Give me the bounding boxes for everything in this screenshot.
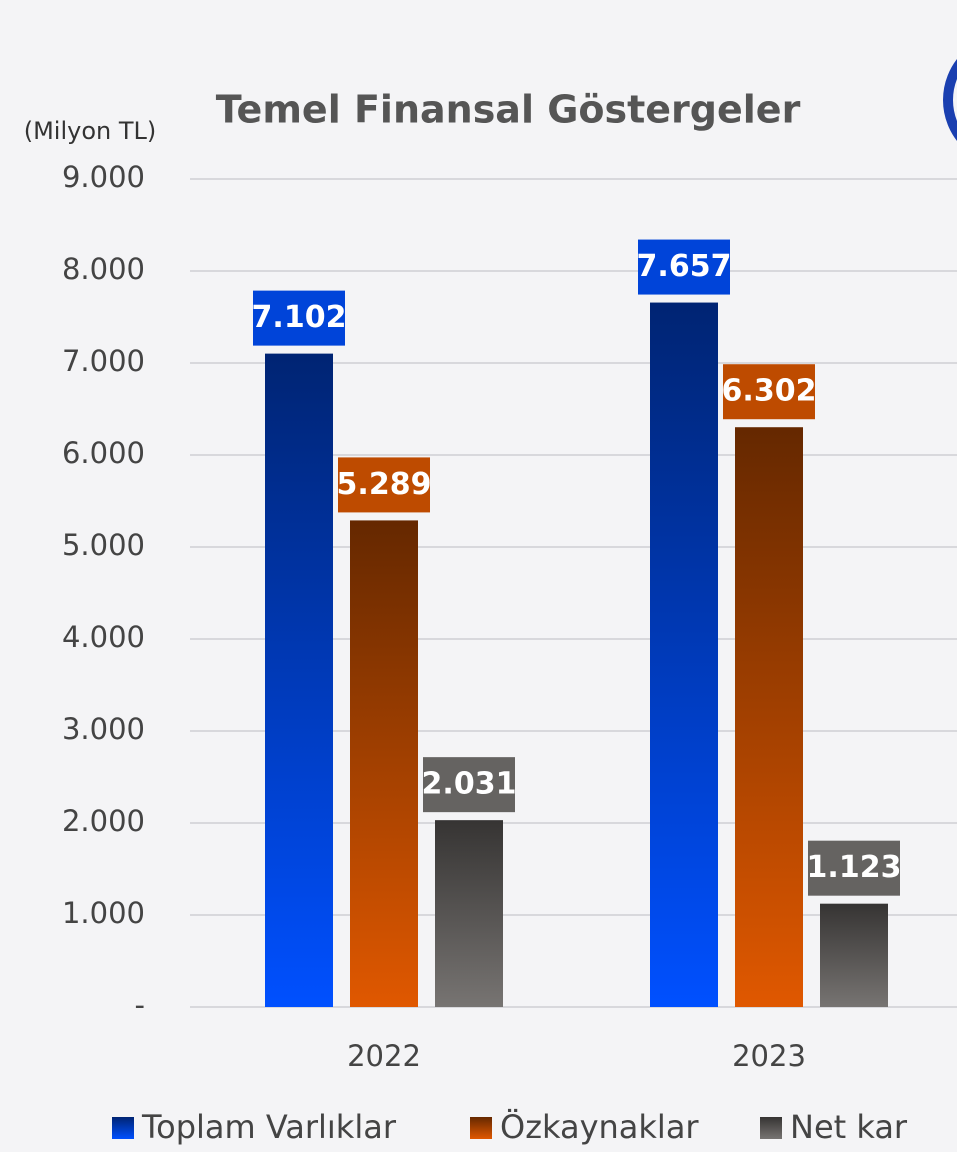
value-label: 1.123 <box>807 850 902 885</box>
value-label-box <box>808 840 900 896</box>
value-label-box <box>253 290 345 346</box>
bar <box>820 903 888 1007</box>
y-tick-label: 8.000 <box>62 252 145 286</box>
value-label-box <box>423 757 515 813</box>
y-tick-label: 9.000 <box>62 160 145 194</box>
x-tick-label: 2023 <box>732 1039 806 1073</box>
y-tick-label: 5.000 <box>62 528 145 562</box>
legend-label: Özkaynaklar <box>500 1108 699 1146</box>
value-label-box <box>723 364 815 420</box>
x-tick-label: 2022 <box>347 1039 421 1073</box>
legend-swatch <box>470 1117 492 1139</box>
y-tick-label: - <box>135 988 145 1022</box>
y-tick-label: 2.000 <box>62 804 145 838</box>
y-tick-label: 6.000 <box>62 436 145 470</box>
y-tick-label: 4.000 <box>62 620 145 654</box>
value-label: 7.657 <box>637 249 732 284</box>
bar <box>650 302 718 1007</box>
y-tick-label: 3.000 <box>62 712 145 746</box>
legend-label: Net kar <box>790 1108 908 1146</box>
chart-title: Temel Finansal Göstergeler <box>216 88 801 132</box>
value-label-box <box>638 239 730 295</box>
bar <box>435 820 503 1007</box>
bar <box>265 353 333 1008</box>
y-axis-label: (Milyon TL) <box>24 117 157 145</box>
bar <box>350 520 418 1007</box>
value-label: 2.031 <box>422 767 517 802</box>
logo-fragment <box>943 59 957 141</box>
legend-label: Toplam Varlıklar <box>141 1108 397 1146</box>
value-label-box <box>338 457 430 513</box>
value-label: 5.289 <box>337 467 432 502</box>
legend-swatch <box>760 1117 782 1139</box>
y-tick-label: 1.000 <box>62 896 145 930</box>
bar <box>735 427 803 1007</box>
legend-swatch <box>112 1117 134 1139</box>
value-label: 7.102 <box>252 300 347 335</box>
value-label: 6.302 <box>722 374 817 409</box>
y-tick-label: 7.000 <box>62 344 145 378</box>
